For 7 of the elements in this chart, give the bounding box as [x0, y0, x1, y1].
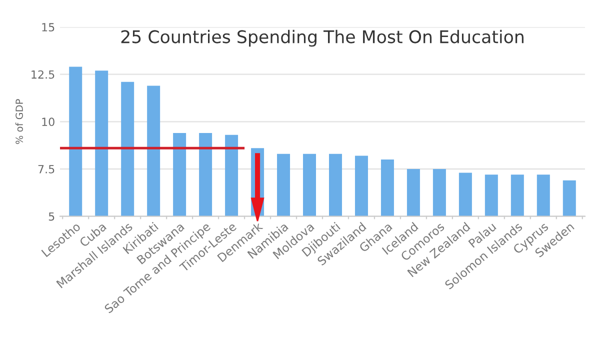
y-tick-label: 7.5: [38, 165, 54, 174]
y-axis-title: % of GDP: [15, 99, 23, 144]
y-tick-label: 15: [42, 23, 54, 32]
chart-title: 25 Countries Spending The Most On Education: [121, 30, 524, 47]
y-tick-label: 10: [42, 118, 54, 126]
y-tick-label: 12.5: [32, 70, 54, 79]
y-tick-label: 5: [48, 212, 54, 221]
